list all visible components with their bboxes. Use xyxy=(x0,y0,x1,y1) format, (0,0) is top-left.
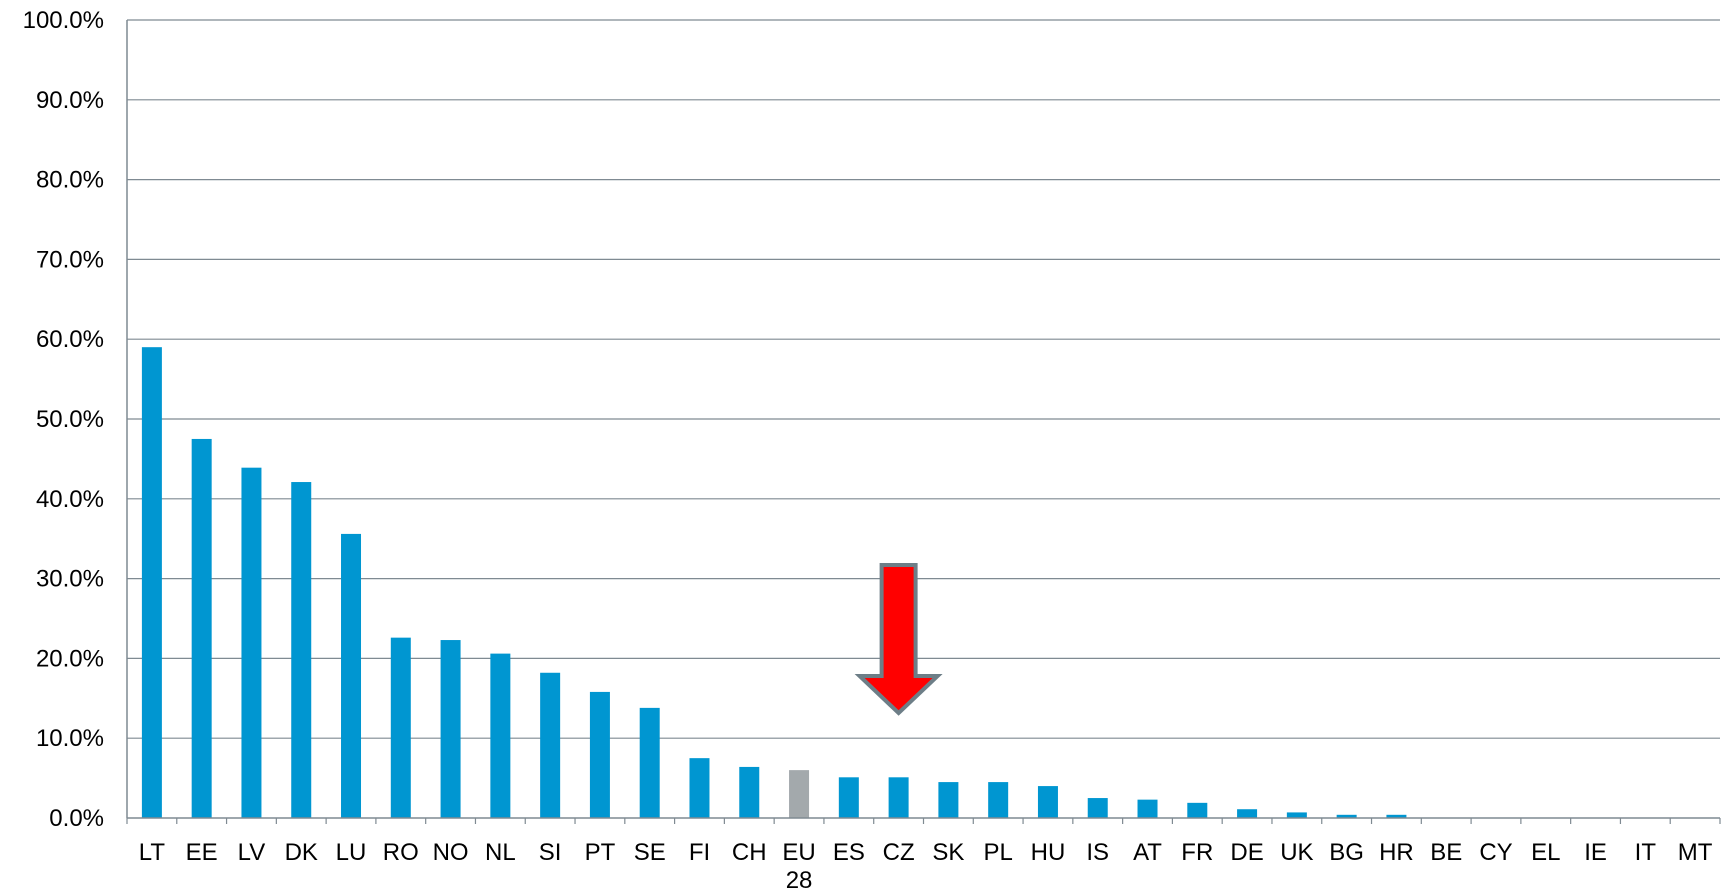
x-tick-label: PL xyxy=(983,839,1012,866)
x-tick-label: AT xyxy=(1133,839,1162,866)
x-tick-label: LV xyxy=(238,839,266,866)
bar-bg xyxy=(1336,814,1357,818)
x-tick-label: HR xyxy=(1379,839,1414,866)
x-tick-label: FI xyxy=(689,839,710,866)
x-tick-label: UK xyxy=(1280,839,1313,866)
y-tick-label: 50.0% xyxy=(36,406,104,433)
x-tick-label: DE xyxy=(1230,839,1263,866)
bar-lt xyxy=(141,347,162,818)
bar-fr xyxy=(1187,802,1208,818)
bar-is xyxy=(1087,798,1108,818)
bar-ch xyxy=(739,766,760,818)
bar-de xyxy=(1237,809,1258,818)
x-tick-label: ES xyxy=(833,839,865,866)
bar-cz xyxy=(888,777,909,818)
x-tick-label: NL xyxy=(485,839,516,866)
bar-si xyxy=(540,672,561,818)
grid-lines xyxy=(127,19,1720,739)
x-tick-label: SI xyxy=(539,839,562,866)
y-tick-label: 70.0% xyxy=(36,246,104,273)
arrow-down-icon xyxy=(854,563,943,716)
bar-fi xyxy=(689,758,710,818)
bar-nl xyxy=(490,653,511,818)
bar-lv xyxy=(241,467,262,818)
y-tick-label: 90.0% xyxy=(36,87,104,114)
bar-pt xyxy=(589,691,610,818)
x-tick-label: EE xyxy=(186,839,218,866)
x-axis-category-labels: LT EE LV DK LU RO NO NL SI PT SE FI CH EU 28 ES CZ SK PL HU… xyxy=(139,839,1713,894)
x-tick-label: EU 28 xyxy=(782,839,815,894)
y-tick-label: 40.0% xyxy=(36,486,104,513)
x-tick-label: HU xyxy=(1031,839,1066,866)
x-tick-label: BE xyxy=(1430,839,1462,866)
x-tick-label: CY xyxy=(1479,839,1512,866)
bar-es xyxy=(838,777,859,818)
x-tick-label: RO xyxy=(383,839,419,866)
y-axis-tick-labels: 0.0% 10.0% 20.0% 30.0% 40.0% 50.0% 60.0% 70.0% 8… xyxy=(23,7,104,832)
x-tick-label: IE xyxy=(1584,839,1607,866)
x-tick-label: PT xyxy=(585,839,616,866)
bar-eu-28 xyxy=(789,770,810,818)
bar-hu xyxy=(1037,786,1058,818)
bar-hr xyxy=(1386,814,1407,818)
x-tick-label: IT xyxy=(1635,839,1657,866)
bar-no xyxy=(440,640,461,818)
bar-uk xyxy=(1286,812,1307,818)
x-tick-label: CZ xyxy=(883,839,915,866)
x-tick-label: LT xyxy=(139,839,166,866)
bar-at xyxy=(1137,799,1158,818)
x-tick-label: SK xyxy=(932,839,964,866)
annotation-arrow xyxy=(854,563,943,716)
axes xyxy=(126,20,1721,824)
bar-lu xyxy=(341,533,362,818)
x-tick-label: MT xyxy=(1678,839,1713,866)
x-tick-label: LU xyxy=(336,839,367,866)
y-tick-label: 20.0% xyxy=(36,645,104,672)
x-tick-label: DK xyxy=(285,839,318,866)
bar-pl xyxy=(988,782,1009,818)
x-tick-label: SE xyxy=(634,839,666,866)
bar-sk xyxy=(938,782,959,818)
x-tick-label: IS xyxy=(1086,839,1109,866)
y-tick-label: 10.0% xyxy=(36,725,104,752)
bar-ro xyxy=(390,637,411,818)
y-tick-label: 60.0% xyxy=(36,326,104,353)
bars xyxy=(141,347,1407,818)
bar-se xyxy=(639,707,660,818)
x-tick-label: BG xyxy=(1329,839,1364,866)
x-tick-label: NO xyxy=(433,839,469,866)
y-tick-label: 0.0% xyxy=(49,805,104,832)
x-tick-label: EL xyxy=(1531,839,1560,866)
y-tick-label: 30.0% xyxy=(36,566,104,593)
bar-ee xyxy=(191,438,212,818)
y-tick-label: 100.0% xyxy=(23,7,104,34)
x-tick-label: CH xyxy=(732,839,767,866)
x-tick-label: FR xyxy=(1181,839,1213,866)
bar-dk xyxy=(291,482,312,818)
y-tick-label: 80.0% xyxy=(36,167,104,194)
